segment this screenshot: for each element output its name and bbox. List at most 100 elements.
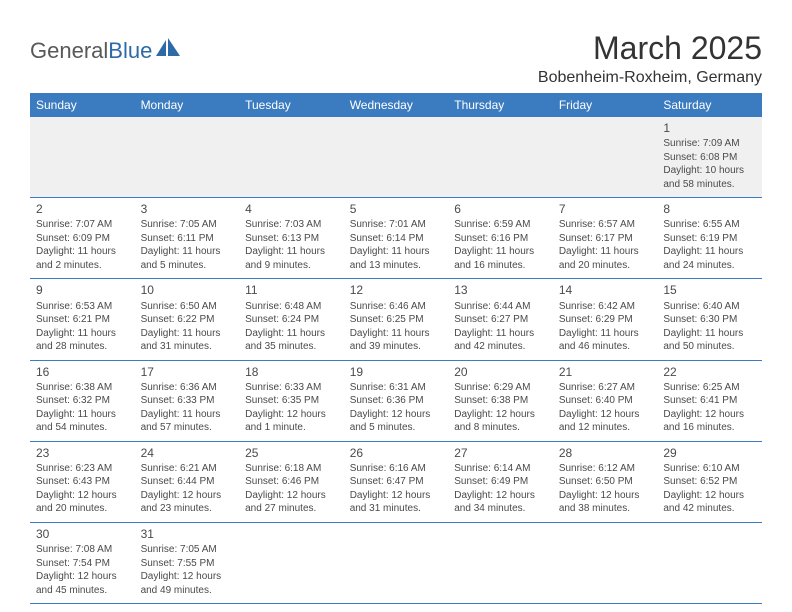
day-header-row: SundayMondayTuesdayWednesdayThursdayFrid… [30, 93, 762, 117]
calendar-row: 2Sunrise: 7:07 AMSunset: 6:09 PMDaylight… [30, 198, 762, 279]
calendar-cell: 19Sunrise: 6:31 AMSunset: 6:36 PMDayligh… [344, 360, 449, 441]
sunset-text: Sunset: 6:17 PM [559, 232, 652, 246]
daylight-text: and 5 minutes. [350, 421, 443, 435]
daylight-text: and 28 minutes. [36, 340, 129, 354]
day-header: Saturday [657, 93, 762, 117]
daylight-text: and 42 minutes. [663, 502, 756, 516]
calendar-cell: 20Sunrise: 6:29 AMSunset: 6:38 PMDayligh… [448, 360, 553, 441]
sunrise-text: Sunrise: 6:40 AM [663, 300, 756, 314]
daylight-text: Daylight: 11 hours [350, 327, 443, 341]
sunset-text: Sunset: 6:16 PM [454, 232, 547, 246]
day-number: 27 [454, 445, 547, 461]
sunrise-text: Sunrise: 7:08 AM [36, 543, 129, 557]
daylight-text: Daylight: 11 hours [36, 327, 129, 341]
day-number: 2 [36, 201, 129, 217]
daylight-text: and 46 minutes. [559, 340, 652, 354]
calendar-cell: 15Sunrise: 6:40 AMSunset: 6:30 PMDayligh… [657, 279, 762, 360]
sunset-text: Sunset: 6:21 PM [36, 313, 129, 327]
daylight-text: and 49 minutes. [141, 584, 234, 598]
day-number: 18 [245, 364, 338, 380]
sunrise-text: Sunrise: 6:38 AM [36, 381, 129, 395]
daylight-text: Daylight: 12 hours [663, 408, 756, 422]
sunrise-text: Sunrise: 6:42 AM [559, 300, 652, 314]
sunset-text: Sunset: 6:35 PM [245, 394, 338, 408]
day-number: 3 [141, 201, 234, 217]
sunset-text: Sunset: 6:22 PM [141, 313, 234, 327]
day-number: 29 [663, 445, 756, 461]
day-header: Thursday [448, 93, 553, 117]
day-number: 24 [141, 445, 234, 461]
sunset-text: Sunset: 6:11 PM [141, 232, 234, 246]
calendar-cell: 6Sunrise: 6:59 AMSunset: 6:16 PMDaylight… [448, 198, 553, 279]
sunrise-text: Sunrise: 6:46 AM [350, 300, 443, 314]
calendar-cell-empty [344, 522, 449, 603]
sunset-text: Sunset: 6:33 PM [141, 394, 234, 408]
daylight-text: Daylight: 12 hours [350, 408, 443, 422]
calendar-cell: 4Sunrise: 7:03 AMSunset: 6:13 PMDaylight… [239, 198, 344, 279]
calendar-cell: 7Sunrise: 6:57 AMSunset: 6:17 PMDaylight… [553, 198, 658, 279]
daylight-text: and 31 minutes. [141, 340, 234, 354]
daylight-text: and 54 minutes. [36, 421, 129, 435]
day-header: Tuesday [239, 93, 344, 117]
logo: GeneralBlue [30, 38, 182, 64]
day-number: 31 [141, 526, 234, 542]
calendar-cell: 27Sunrise: 6:14 AMSunset: 6:49 PMDayligh… [448, 441, 553, 522]
day-number: 28 [559, 445, 652, 461]
daylight-text: and 27 minutes. [245, 502, 338, 516]
daylight-text: Daylight: 11 hours [245, 327, 338, 341]
sunset-text: Sunset: 7:54 PM [36, 557, 129, 571]
daylight-text: and 24 minutes. [663, 259, 756, 273]
daylight-text: Daylight: 12 hours [141, 570, 234, 584]
sunrise-text: Sunrise: 6:50 AM [141, 300, 234, 314]
daylight-text: and 50 minutes. [663, 340, 756, 354]
location-label: Bobenheim-Roxheim, Germany [538, 69, 762, 87]
calendar-table: SundayMondayTuesdayWednesdayThursdayFrid… [30, 93, 762, 604]
calendar-row: 9Sunrise: 6:53 AMSunset: 6:21 PMDaylight… [30, 279, 762, 360]
calendar-cell: 31Sunrise: 7:05 AMSunset: 7:55 PMDayligh… [135, 522, 240, 603]
daylight-text: Daylight: 11 hours [454, 245, 547, 259]
daylight-text: Daylight: 11 hours [36, 245, 129, 259]
day-number: 11 [245, 282, 338, 298]
day-number: 8 [663, 201, 756, 217]
day-number: 17 [141, 364, 234, 380]
calendar-cell: 22Sunrise: 6:25 AMSunset: 6:41 PMDayligh… [657, 360, 762, 441]
sunrise-text: Sunrise: 6:25 AM [663, 381, 756, 395]
sunset-text: Sunset: 6:32 PM [36, 394, 129, 408]
sunset-text: Sunset: 6:50 PM [559, 475, 652, 489]
daylight-text: Daylight: 12 hours [245, 408, 338, 422]
daylight-text: Daylight: 11 hours [663, 327, 756, 341]
calendar-cell-empty [135, 117, 240, 198]
daylight-text: and 5 minutes. [141, 259, 234, 273]
daylight-text: and 2 minutes. [36, 259, 129, 273]
daylight-text: Daylight: 12 hours [663, 489, 756, 503]
daylight-text: Daylight: 11 hours [454, 327, 547, 341]
daylight-text: and 8 minutes. [454, 421, 547, 435]
sunrise-text: Sunrise: 6:14 AM [454, 462, 547, 476]
sunrise-text: Sunrise: 7:03 AM [245, 218, 338, 232]
day-number: 30 [36, 526, 129, 542]
calendar-cell: 5Sunrise: 7:01 AMSunset: 6:14 PMDaylight… [344, 198, 449, 279]
calendar-cell: 2Sunrise: 7:07 AMSunset: 6:09 PMDaylight… [30, 198, 135, 279]
sunset-text: Sunset: 6:49 PM [454, 475, 547, 489]
daylight-text: and 13 minutes. [350, 259, 443, 273]
calendar-row: 30Sunrise: 7:08 AMSunset: 7:54 PMDayligh… [30, 522, 762, 603]
sunset-text: Sunset: 6:44 PM [141, 475, 234, 489]
daylight-text: Daylight: 11 hours [245, 245, 338, 259]
daylight-text: Daylight: 12 hours [454, 489, 547, 503]
daylight-text: Daylight: 12 hours [559, 408, 652, 422]
calendar-cell: 1Sunrise: 7:09 AMSunset: 6:08 PMDaylight… [657, 117, 762, 198]
title-block: March 2025 Bobenheim-Roxheim, Germany [538, 30, 762, 87]
daylight-text: Daylight: 12 hours [245, 489, 338, 503]
daylight-text: Daylight: 12 hours [36, 570, 129, 584]
calendar-cell-empty [239, 522, 344, 603]
sunrise-text: Sunrise: 6:48 AM [245, 300, 338, 314]
sunset-text: Sunset: 6:36 PM [350, 394, 443, 408]
calendar-cell: 11Sunrise: 6:48 AMSunset: 6:24 PMDayligh… [239, 279, 344, 360]
daylight-text: Daylight: 11 hours [141, 408, 234, 422]
calendar-row: 16Sunrise: 6:38 AMSunset: 6:32 PMDayligh… [30, 360, 762, 441]
daylight-text: Daylight: 11 hours [663, 245, 756, 259]
logo-text-1: General [30, 38, 108, 64]
daylight-text: and 20 minutes. [36, 502, 129, 516]
calendar-cell-empty [657, 522, 762, 603]
sunrise-text: Sunrise: 6:18 AM [245, 462, 338, 476]
